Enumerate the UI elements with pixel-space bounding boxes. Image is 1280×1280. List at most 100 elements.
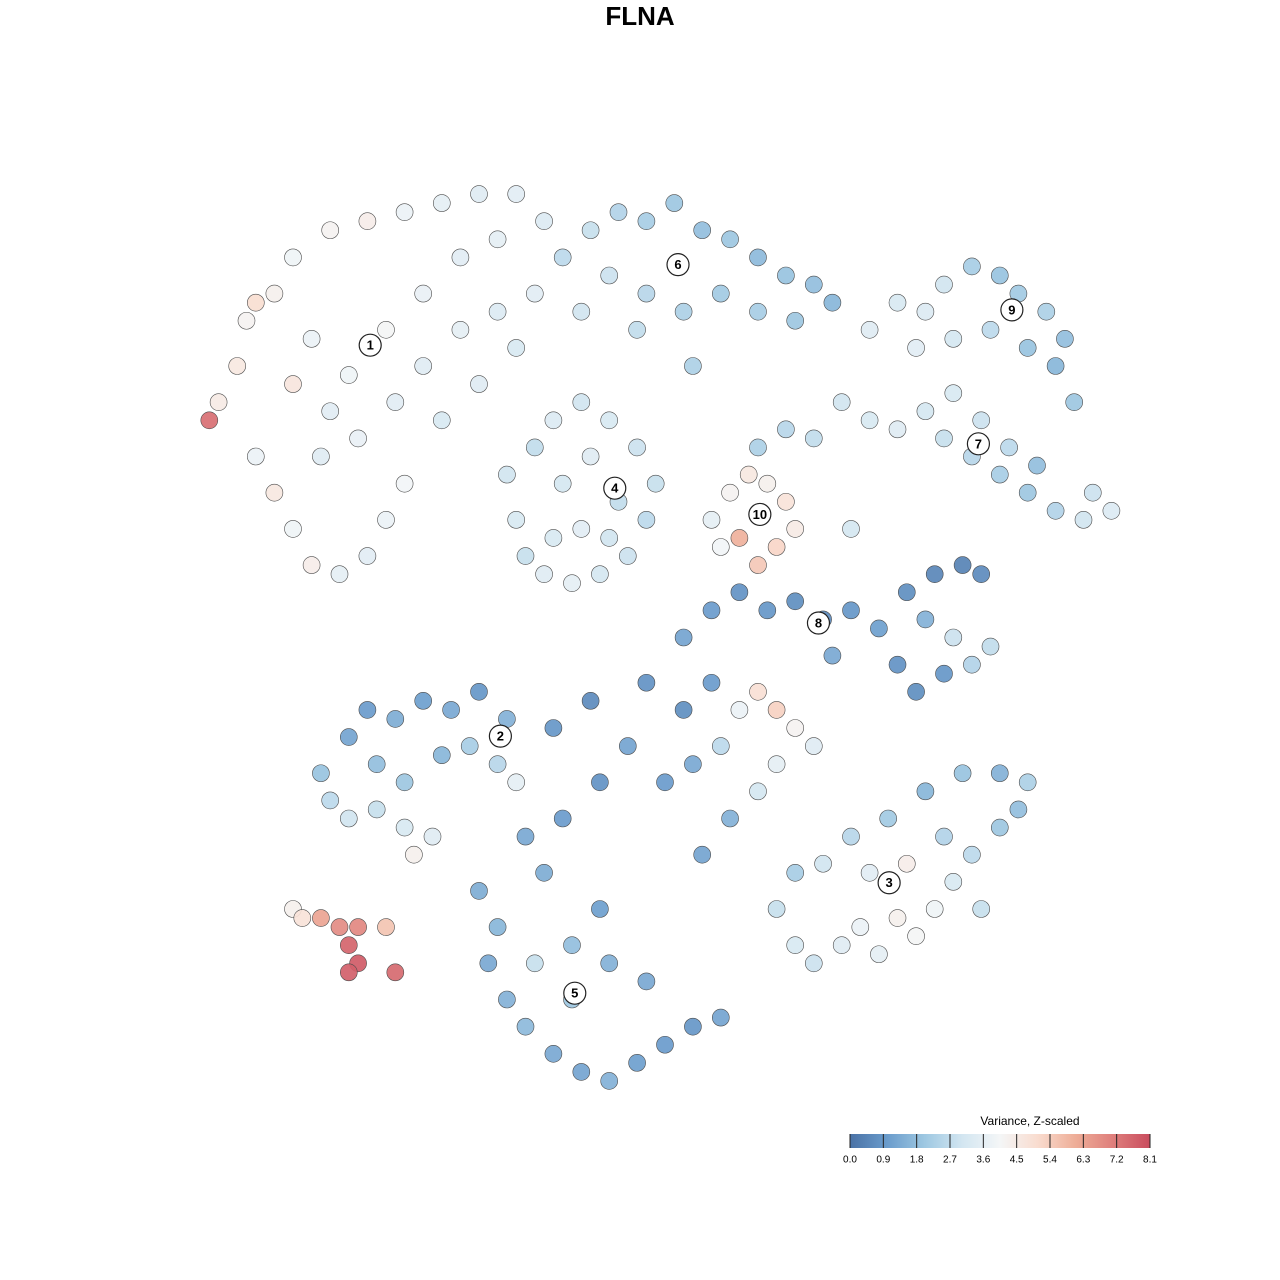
point bbox=[684, 1017, 702, 1036]
cluster-label: 3 bbox=[886, 875, 893, 890]
point bbox=[804, 737, 823, 755]
point bbox=[646, 474, 665, 493]
point bbox=[786, 936, 805, 955]
point bbox=[302, 330, 321, 348]
point bbox=[1018, 339, 1037, 357]
point bbox=[953, 556, 972, 574]
point bbox=[525, 284, 544, 303]
point bbox=[637, 511, 656, 529]
cluster-label-marker bbox=[488, 724, 512, 748]
point bbox=[293, 909, 312, 927]
point bbox=[498, 465, 516, 484]
point bbox=[507, 773, 526, 792]
point bbox=[777, 492, 795, 511]
point bbox=[767, 538, 786, 556]
point bbox=[516, 827, 535, 846]
point bbox=[581, 221, 600, 240]
point bbox=[702, 601, 721, 620]
cluster-label-marker bbox=[806, 611, 831, 635]
point bbox=[1074, 511, 1093, 529]
point bbox=[507, 511, 526, 529]
point bbox=[386, 393, 405, 412]
cluster-label-marker bbox=[358, 333, 382, 357]
point bbox=[981, 320, 1000, 339]
cluster-labels: 1 2 3 4 5 6 7 8 9 10 bbox=[358, 253, 1024, 1005]
colorbar-tick-label: 1.8 bbox=[910, 1155, 924, 1166]
point bbox=[786, 520, 805, 538]
point bbox=[507, 185, 526, 203]
point bbox=[711, 538, 730, 556]
point bbox=[516, 1017, 535, 1036]
cluster-label-marker bbox=[748, 502, 772, 527]
cluster-label-marker bbox=[1000, 298, 1024, 322]
point bbox=[1056, 330, 1074, 348]
colorbar-tick-label: 5.4 bbox=[1043, 1155, 1057, 1166]
point bbox=[684, 357, 702, 375]
point bbox=[247, 293, 265, 312]
point bbox=[749, 682, 767, 701]
point bbox=[693, 845, 712, 864]
point bbox=[395, 474, 414, 493]
cluster-label-marker bbox=[666, 253, 690, 277]
point bbox=[312, 447, 330, 466]
point bbox=[963, 655, 981, 674]
point bbox=[786, 592, 805, 611]
point bbox=[321, 791, 340, 810]
point bbox=[247, 447, 265, 466]
point bbox=[916, 402, 935, 421]
point bbox=[395, 203, 414, 221]
point bbox=[1065, 393, 1083, 412]
cluster-label: 1 bbox=[367, 338, 374, 353]
point bbox=[563, 574, 581, 593]
point bbox=[330, 918, 349, 936]
point bbox=[832, 936, 851, 955]
point bbox=[395, 818, 414, 837]
point bbox=[572, 1063, 591, 1081]
cluster-label: 6 bbox=[674, 257, 681, 272]
point bbox=[516, 547, 535, 565]
point bbox=[628, 320, 646, 339]
point bbox=[786, 311, 805, 330]
point bbox=[1084, 483, 1102, 502]
point bbox=[358, 212, 377, 230]
points bbox=[200, 185, 1121, 1090]
point bbox=[721, 230, 739, 249]
point bbox=[339, 963, 358, 982]
point bbox=[842, 601, 860, 620]
point bbox=[386, 963, 405, 982]
colorbar-tick-label: 0.0 bbox=[843, 1155, 857, 1166]
point bbox=[609, 203, 628, 221]
cluster-label-marker bbox=[603, 476, 627, 500]
point bbox=[386, 710, 405, 728]
point bbox=[972, 411, 991, 430]
point bbox=[656, 1035, 674, 1054]
point bbox=[702, 673, 721, 692]
point bbox=[618, 737, 637, 755]
point bbox=[358, 547, 377, 565]
point bbox=[842, 827, 860, 846]
point bbox=[888, 909, 907, 927]
point bbox=[711, 284, 730, 303]
point bbox=[749, 782, 767, 801]
cluster-label: 2 bbox=[497, 729, 504, 744]
colorbar-tick-label: 4.5 bbox=[1010, 1155, 1024, 1166]
point bbox=[916, 610, 935, 629]
point bbox=[637, 972, 656, 991]
point bbox=[544, 411, 563, 430]
point bbox=[591, 900, 609, 918]
point bbox=[897, 854, 916, 873]
point bbox=[944, 330, 963, 348]
point bbox=[786, 863, 805, 882]
point bbox=[628, 438, 646, 457]
point bbox=[963, 257, 981, 276]
point bbox=[916, 782, 935, 801]
point bbox=[581, 692, 600, 710]
point bbox=[1037, 302, 1056, 321]
point bbox=[339, 728, 358, 746]
point bbox=[302, 556, 321, 574]
point bbox=[665, 194, 684, 212]
point bbox=[432, 746, 451, 764]
point bbox=[972, 900, 991, 918]
point bbox=[284, 248, 302, 267]
